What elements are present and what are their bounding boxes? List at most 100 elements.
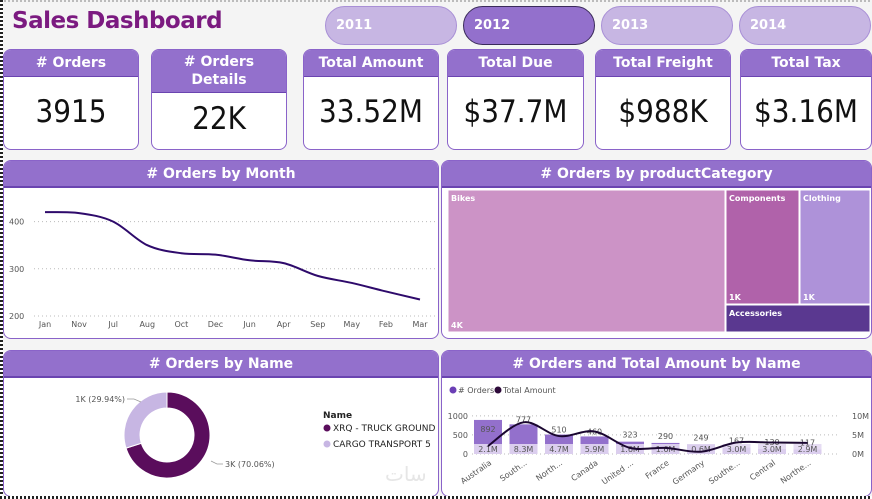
x-tick-label: Australia (459, 458, 493, 486)
y-right-tick: 5M (852, 431, 864, 440)
orders-label: 249 (693, 433, 708, 442)
x-tick-label: Oct (174, 320, 188, 329)
x-tick-label: Germany (671, 458, 706, 487)
amount-label-box (722, 444, 751, 454)
x-tick-label: South... (498, 458, 528, 483)
label-leader (127, 398, 142, 403)
legend-swatch-amount (494, 386, 502, 394)
x-tick-label: Dec (208, 320, 223, 329)
kpi-title: Total Amount (304, 50, 438, 77)
x-tick-label: Jun (242, 320, 256, 329)
amount-label: 4.7M (549, 445, 569, 454)
amount-label: 0.6M (691, 445, 711, 454)
x-tick-label: Feb (379, 320, 393, 329)
kpi-card-orders: # Orders 3915 (3, 49, 139, 150)
year-button-2014[interactable]: 2014 (739, 6, 871, 45)
label-leader (210, 460, 223, 465)
legend-item: Total Amount (502, 386, 556, 395)
kpi-title: Total Due (448, 50, 583, 77)
amount-label-box (474, 444, 502, 454)
orders-label: 510 (551, 426, 566, 435)
panel-title: # Orders by Month (4, 161, 438, 188)
frame-border-left (0, 0, 3, 499)
orders-label: 323 (622, 431, 637, 440)
legend-item: XRQ - TRUCK GROUND (333, 424, 435, 434)
orders-line (44, 211, 421, 301)
frame-border-bottom (0, 496, 872, 499)
orders-label: 892 (480, 425, 495, 434)
kpi-value: $37.7M (463, 94, 568, 130)
donut-slice (123, 391, 168, 449)
kpi-card-total-due: Total Due $37.7M (447, 49, 584, 150)
orders-by-category-panel: # Orders by productCategory Bikes 4K Compo… (441, 160, 872, 339)
treemap-value: 1K (803, 293, 816, 302)
treemap-label: Bikes (451, 194, 475, 203)
y-left-tick: 1000 (448, 412, 468, 421)
year-button-2012[interactable]: 2012 (463, 6, 595, 45)
year-button-2011[interactable]: 2011 (325, 6, 457, 45)
amount-label-box (793, 444, 822, 454)
slice-label: 1K (29.94%) (75, 395, 125, 404)
amount-label-box (580, 444, 609, 454)
x-tick-label: Northe... (779, 458, 813, 485)
x-tick-label: Sep (310, 320, 325, 329)
amount-label-box (616, 444, 644, 454)
amount-label-box (651, 444, 680, 454)
x-tick-label: Mar (412, 320, 428, 329)
kpi-title: Total Freight (596, 50, 730, 77)
treemap-cell-components (725, 189, 800, 305)
treemap-cell-clothing (799, 189, 871, 305)
amount-label: 2.1M (478, 445, 498, 454)
orders-amount-by-name-panel: # Orders and Total Amount by Name # Orde… (441, 350, 872, 497)
x-tick-label: Jan (38, 320, 51, 329)
y-tick-label: 400 (9, 218, 24, 227)
orders-label: 290 (658, 432, 673, 441)
y-right-tick: 0M (852, 450, 864, 459)
kpi-value: 22K (192, 101, 246, 137)
x-tick-label: Apr (277, 320, 292, 329)
kpi-title: Total Tax (741, 50, 871, 77)
treemap-cell-accessories (725, 304, 871, 333)
amount-label: 5.9M (585, 445, 605, 454)
x-tick-label: Nov (71, 320, 87, 329)
legend-item: CARGO TRANSPORT 5 (333, 440, 431, 450)
treemap-label: Clothing (803, 194, 841, 203)
amount-label: 1.6M (620, 445, 640, 454)
donut-slice (125, 391, 211, 479)
orders-amount-by-name-chart[interactable]: # Orders Total Amount 0 500 1000 0M 5M 10M 2.1M 8… (442, 378, 871, 496)
page-title: Sales Dashboard (12, 8, 223, 34)
kpi-value: 33.52M (319, 94, 423, 130)
orders-by-name-donut[interactable]: 3K (70.06%) 1K (29.94%) Name XRQ - TRUCK GR… (4, 378, 438, 496)
year-label: 2011 (336, 18, 373, 33)
y-tick-label: 200 (9, 312, 24, 321)
amount-label: 2.9M (798, 445, 818, 454)
legend-title: Name (323, 411, 352, 421)
treemap-label: Components (729, 194, 786, 203)
treemap-cell-bikes (447, 189, 726, 333)
legend-item: # Orders (458, 386, 494, 395)
year-label: 2012 (474, 18, 511, 33)
orders-by-month-chart[interactable]: 200 300 400 Jan Nov Jul Aug Oct Dec Jun Apr Sep May F… (4, 188, 438, 338)
treemap-value: 4K (451, 321, 464, 330)
y-left-tick: 500 (453, 431, 468, 440)
amount-label: 3.0M (762, 445, 782, 454)
x-tick-label: North... (534, 458, 564, 483)
x-tick-label: Aug (139, 320, 155, 329)
kpi-card-total-tax: Total Tax $3.16M (740, 49, 872, 150)
kpi-card-total-freight: Total Freight $988K (595, 49, 731, 150)
kpi-value: 3915 (35, 94, 107, 130)
legend-swatch (323, 440, 331, 448)
x-tick-label: United ... (600, 458, 635, 486)
amount-label: 8.3M (514, 445, 534, 454)
orders-by-category-treemap[interactable]: Bikes 4K Components 1K Clothing 1K Accessories (442, 188, 871, 338)
treemap-value: 1K (729, 293, 742, 302)
panel-title: # Orders by productCategory (442, 161, 871, 188)
x-tick-label: Jul (107, 320, 118, 329)
year-button-2013[interactable]: 2013 (601, 6, 733, 45)
panel-title: # Orders by Name (4, 351, 438, 378)
kpi-title: # Orders (4, 50, 138, 77)
x-tick-label: Central (748, 458, 777, 482)
treemap-label: Accessories (729, 309, 782, 318)
slice-label: 3K (70.06%) (225, 460, 275, 469)
y-right-tick: 10M (852, 412, 869, 421)
